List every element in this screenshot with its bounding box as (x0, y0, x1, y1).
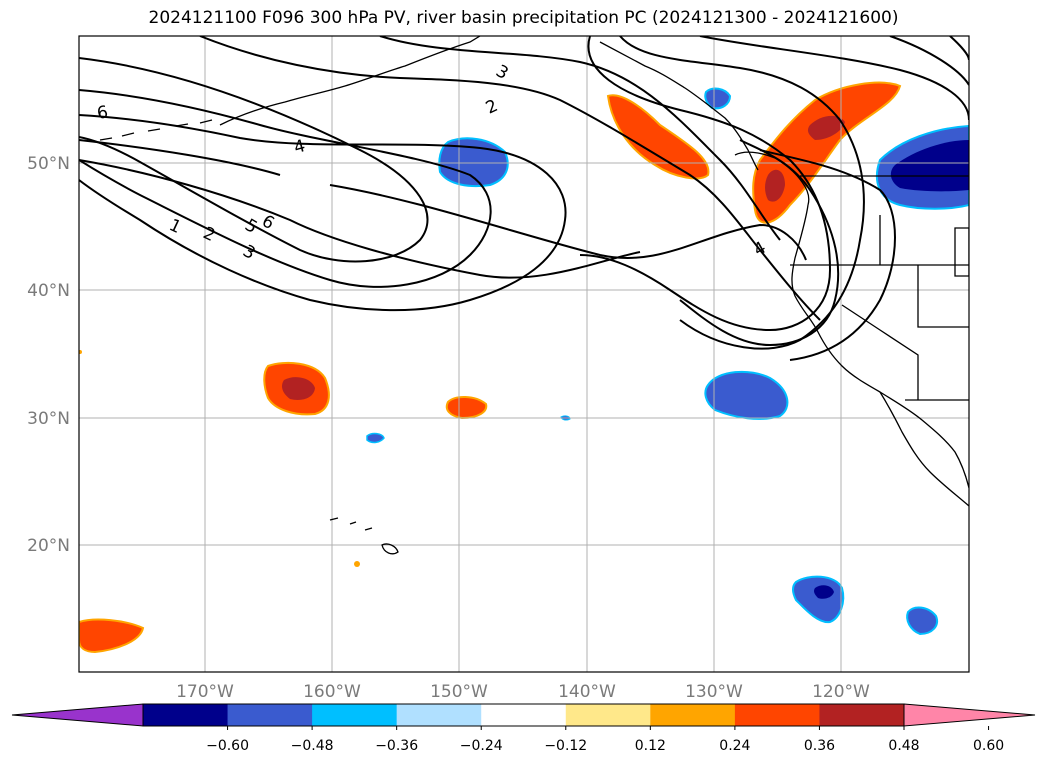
pv-contour-label: 6 (96, 102, 110, 124)
pv-contour-line (699, 36, 969, 121)
lon-label: 150°W (430, 682, 488, 702)
coastlines (99, 36, 969, 555)
precip-positive-area (79, 350, 82, 354)
pv-contour-line (79, 114, 567, 312)
pv-contour-line (679, 139, 840, 347)
colorbar-segment (734, 704, 820, 726)
colorbar-segment (650, 704, 736, 726)
hawaii-islands (329, 517, 399, 555)
colorbar-segment (481, 704, 567, 726)
precip-strong-positive-area (282, 377, 315, 400)
colorbar-tick-label: −0.24 (460, 738, 503, 754)
precip-negative-area (366, 432, 385, 444)
pv-contour-line (199, 36, 821, 321)
colorbar-segment (396, 704, 482, 726)
colorbar-tick-label: 0.48 (888, 738, 919, 754)
lat-label: 20°N (27, 536, 70, 556)
colorbar-extend-high (903, 703, 1036, 727)
pv-contour-line (579, 36, 832, 332)
colorbar-segment (819, 704, 905, 726)
colorbar-tick-label: −0.36 (375, 738, 418, 754)
lon-label: 160°W (303, 682, 361, 702)
colorbar-segment (312, 704, 398, 726)
alaska-coastline (219, 36, 481, 126)
pv-contour-line (79, 57, 429, 263)
pv-contour-label: 4 (292, 136, 308, 158)
precip-positive-area (606, 94, 710, 180)
us-state-borders (790, 215, 969, 328)
map-plot-area: 6 3 2 4 1 2 5 6 3 4 (79, 36, 969, 672)
lon-label: 130°W (685, 682, 743, 702)
precip-positive-area (752, 81, 902, 224)
colorbar-tick-label: −0.60 (206, 738, 249, 754)
colorbar-segment (565, 704, 651, 726)
pv-contour-line (79, 159, 641, 279)
colorbar-tick-label: 0.36 (804, 738, 835, 754)
colorbar-tick-label: 0.12 (635, 738, 666, 754)
precip-strong-negative-area (814, 585, 834, 599)
colorbar-extend-low (11, 703, 144, 727)
precip-anomaly-fills (79, 81, 969, 654)
pv-contours (79, 36, 969, 361)
pv-contour-line (79, 139, 807, 261)
lat-label: 50°N (27, 154, 70, 174)
ca-border (841, 304, 919, 400)
precip-negative-area (704, 87, 732, 110)
colorbar-segment (143, 704, 229, 726)
colorbar-tick-label: −0.12 (544, 738, 587, 754)
precip-positive-area (354, 561, 360, 567)
colorbar-outline (142, 703, 905, 727)
us-west-coastline (791, 204, 969, 489)
lon-label: 120°W (812, 682, 870, 702)
lat-label: 40°N (27, 281, 70, 301)
precip-positive-area (445, 396, 488, 420)
precip-negative-area (906, 606, 938, 636)
baja-coastline (879, 391, 969, 507)
precip-strong-positive-area (807, 115, 845, 140)
colorbar: −0.60 −0.48 −0.36 −0.24 −0.12 0.12 0.24 0.36 0.4… (11, 703, 1036, 754)
colorbar-tick-label: 0.24 (719, 738, 750, 754)
lon-label: 170°W (176, 682, 234, 702)
aleutian-islands (99, 119, 213, 141)
precip-positive-area (79, 618, 145, 654)
lon-label: 140°W (558, 682, 616, 702)
colorbar-segment (227, 704, 313, 726)
pv-contour-line (619, 36, 865, 350)
map-title: 2024121100 F096 300 hPa PV, river basin … (148, 8, 899, 28)
lat-label: 30°N (27, 409, 70, 429)
precip-strong-positive-area (765, 169, 785, 202)
precip-negative-area (704, 370, 789, 420)
latitude-labels: 50°N 40°N 30°N 20°N (27, 154, 70, 556)
map-frame (78, 35, 970, 673)
colorbar-tick-label: −0.48 (291, 738, 334, 754)
pv-contour-line (889, 36, 969, 86)
pv-contour-line (79, 89, 492, 288)
colorbar-tick-label: 0.60 (973, 738, 1004, 754)
longitude-labels: 170°W 160°W 150°W 140°W 130°W 120°W (176, 682, 870, 702)
pv-contour-line (379, 36, 781, 241)
pv-contour-line (759, 149, 896, 361)
precip-strong-negative-area (890, 140, 969, 192)
